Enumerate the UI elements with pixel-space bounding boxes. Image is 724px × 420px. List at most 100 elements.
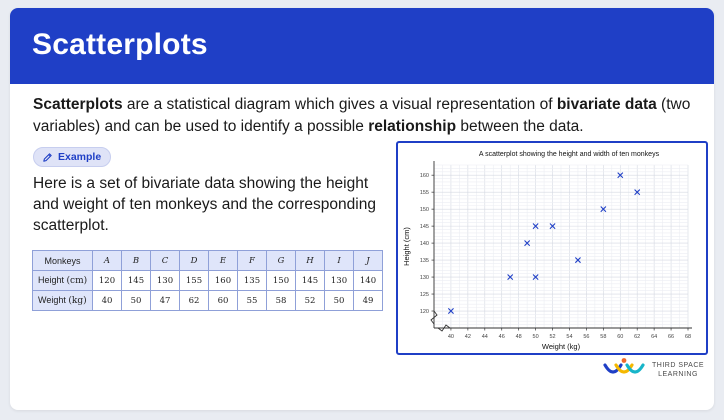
page-title: Scatterplots (32, 28, 208, 61)
table-header-row: Monkeys A B C D E F G H I J (32, 250, 383, 271)
scatterplot-panel: 40 42 44 46 48 50 52 54 56 58 60 62 64 66 68 120 125 130 1… (396, 141, 708, 355)
table-row: Height (cm) 120 145 130 155 160 135 150 … (32, 270, 383, 291)
row-label: Weight (kg) (32, 290, 93, 311)
data-point-marker (532, 223, 539, 230)
data-point-marker (549, 223, 556, 230)
intro-term-relationship: relationship (368, 118, 457, 135)
x-tick-label: 48 (516, 334, 522, 340)
data-point-marker (574, 257, 581, 264)
logo-line-2: LEARNING (658, 371, 698, 378)
column-header: C (150, 250, 180, 271)
x-tick-label: 56 (583, 334, 589, 340)
y-tick-label: 140 (420, 241, 429, 247)
intro-paragraph: Scatterplots are a statistical diagram w… (33, 94, 703, 138)
x-tick-label: 52 (549, 334, 555, 340)
y-tick-label: 155 (420, 190, 429, 196)
x-tick-label: 58 (600, 334, 606, 340)
table-cell: 140 (353, 270, 383, 291)
x-tick-label: 54 (566, 334, 572, 340)
data-point-marker (447, 308, 454, 315)
y-tick-label: 145 (420, 224, 429, 230)
chart-title: A scatterplot showing the height and wid… (479, 151, 660, 158)
table-cell: 60 (208, 290, 238, 311)
data-point-marker (507, 274, 514, 281)
x-axis-label: Weight (kg) (542, 342, 581, 351)
column-header: I (324, 250, 354, 271)
pencil-icon (43, 152, 52, 162)
row-label-text: Height (38, 275, 65, 285)
table-cell: 62 (179, 290, 209, 311)
logo-wordmark: THIRD SPACE LEARNING (652, 361, 704, 379)
row-label-text: Weight (38, 295, 66, 305)
intro-text-2: (two variables) and can be used to ident… (33, 96, 691, 135)
x-axis-break (437, 324, 451, 332)
table-cell: 47 (150, 290, 180, 311)
table-row: Weight (kg) 40 50 47 62 60 55 58 52 50 4… (32, 290, 383, 311)
logo-line-1: THIRD SPACE (652, 362, 705, 369)
table-cell: 155 (179, 270, 209, 291)
data-point-marker (532, 274, 539, 281)
row-unit: (kg) (68, 296, 87, 306)
column-header: H (295, 250, 325, 271)
table-cell: 40 (92, 290, 122, 311)
example-text: Here is a set of bivariate data showing … (33, 175, 376, 234)
x-tick-label: 62 (634, 334, 640, 340)
table-cell: 50 (324, 290, 354, 311)
x-tick-label: 68 (685, 334, 691, 340)
y-tick-label: 125 (420, 292, 429, 298)
x-tick-label: 46 (499, 334, 505, 340)
table-cell: 130 (324, 270, 354, 291)
y-tick-label: 120 (420, 309, 429, 315)
table-corner: Monkeys (32, 250, 93, 271)
data-table: Monkeys A B C D E F G H I J Height (cm) … (32, 250, 383, 311)
third-space-learning-logo (603, 358, 645, 374)
example-label: Example (58, 151, 102, 163)
y-axis-label: Height (cm) (402, 227, 411, 266)
table-cell: 52 (295, 290, 325, 311)
example-badge: Example (33, 147, 111, 167)
x-tick-label: 60 (617, 334, 623, 340)
scatterplot-svg: 40 42 44 46 48 50 52 54 56 58 60 62 64 66 68 120 125 130 1… (402, 151, 692, 351)
y-tick-label: 160 (420, 173, 429, 179)
column-header: E (208, 250, 238, 271)
column-header: B (121, 250, 151, 271)
x-tick-label: 40 (448, 334, 454, 340)
x-tick-label: 44 (482, 334, 488, 340)
x-tick-label: 42 (465, 334, 471, 340)
table-cell: 120 (92, 270, 122, 291)
table-cell: 49 (353, 290, 383, 311)
table-cell: 135 (237, 270, 267, 291)
intro-term-scatterplots: Scatterplots (33, 96, 123, 113)
column-header: J (353, 250, 383, 271)
y-tick-label: 135 (420, 258, 429, 264)
data-point-marker (617, 172, 624, 179)
table-cell: 150 (266, 270, 296, 291)
column-header: G (266, 250, 296, 271)
x-tick-label: 50 (533, 334, 539, 340)
column-header: D (179, 250, 209, 271)
data-point-marker (524, 240, 531, 247)
column-header: F (237, 250, 267, 271)
table-cell: 58 (266, 290, 296, 311)
lesson-card: Scatterplots Scatterplots are a statisti… (10, 8, 714, 410)
table-cell: 50 (121, 290, 151, 311)
row-unit: (cm) (66, 276, 88, 286)
intro-text-3: between the data. (456, 118, 584, 135)
x-tick-label: 66 (668, 334, 674, 340)
y-tick-label: 130 (420, 275, 429, 281)
y-tick-label: 150 (420, 207, 429, 213)
data-point-marker (634, 189, 641, 196)
data-point-marker (600, 206, 607, 213)
intro-text-1: are a statistical diagram which gives a … (122, 96, 557, 113)
table-cell: 55 (237, 290, 267, 311)
x-tick-label: 64 (651, 334, 657, 340)
intro-term-bivariate: bivariate data (556, 96, 657, 113)
table-cell: 145 (295, 270, 325, 291)
title-banner: Scatterplots (10, 8, 714, 84)
y-axis-break (430, 310, 438, 325)
row-label: Height (cm) (32, 270, 93, 291)
table-cell: 130 (150, 270, 180, 291)
table-cell: 160 (208, 270, 238, 291)
column-header: A (92, 250, 122, 271)
table-cell: 145 (121, 270, 151, 291)
